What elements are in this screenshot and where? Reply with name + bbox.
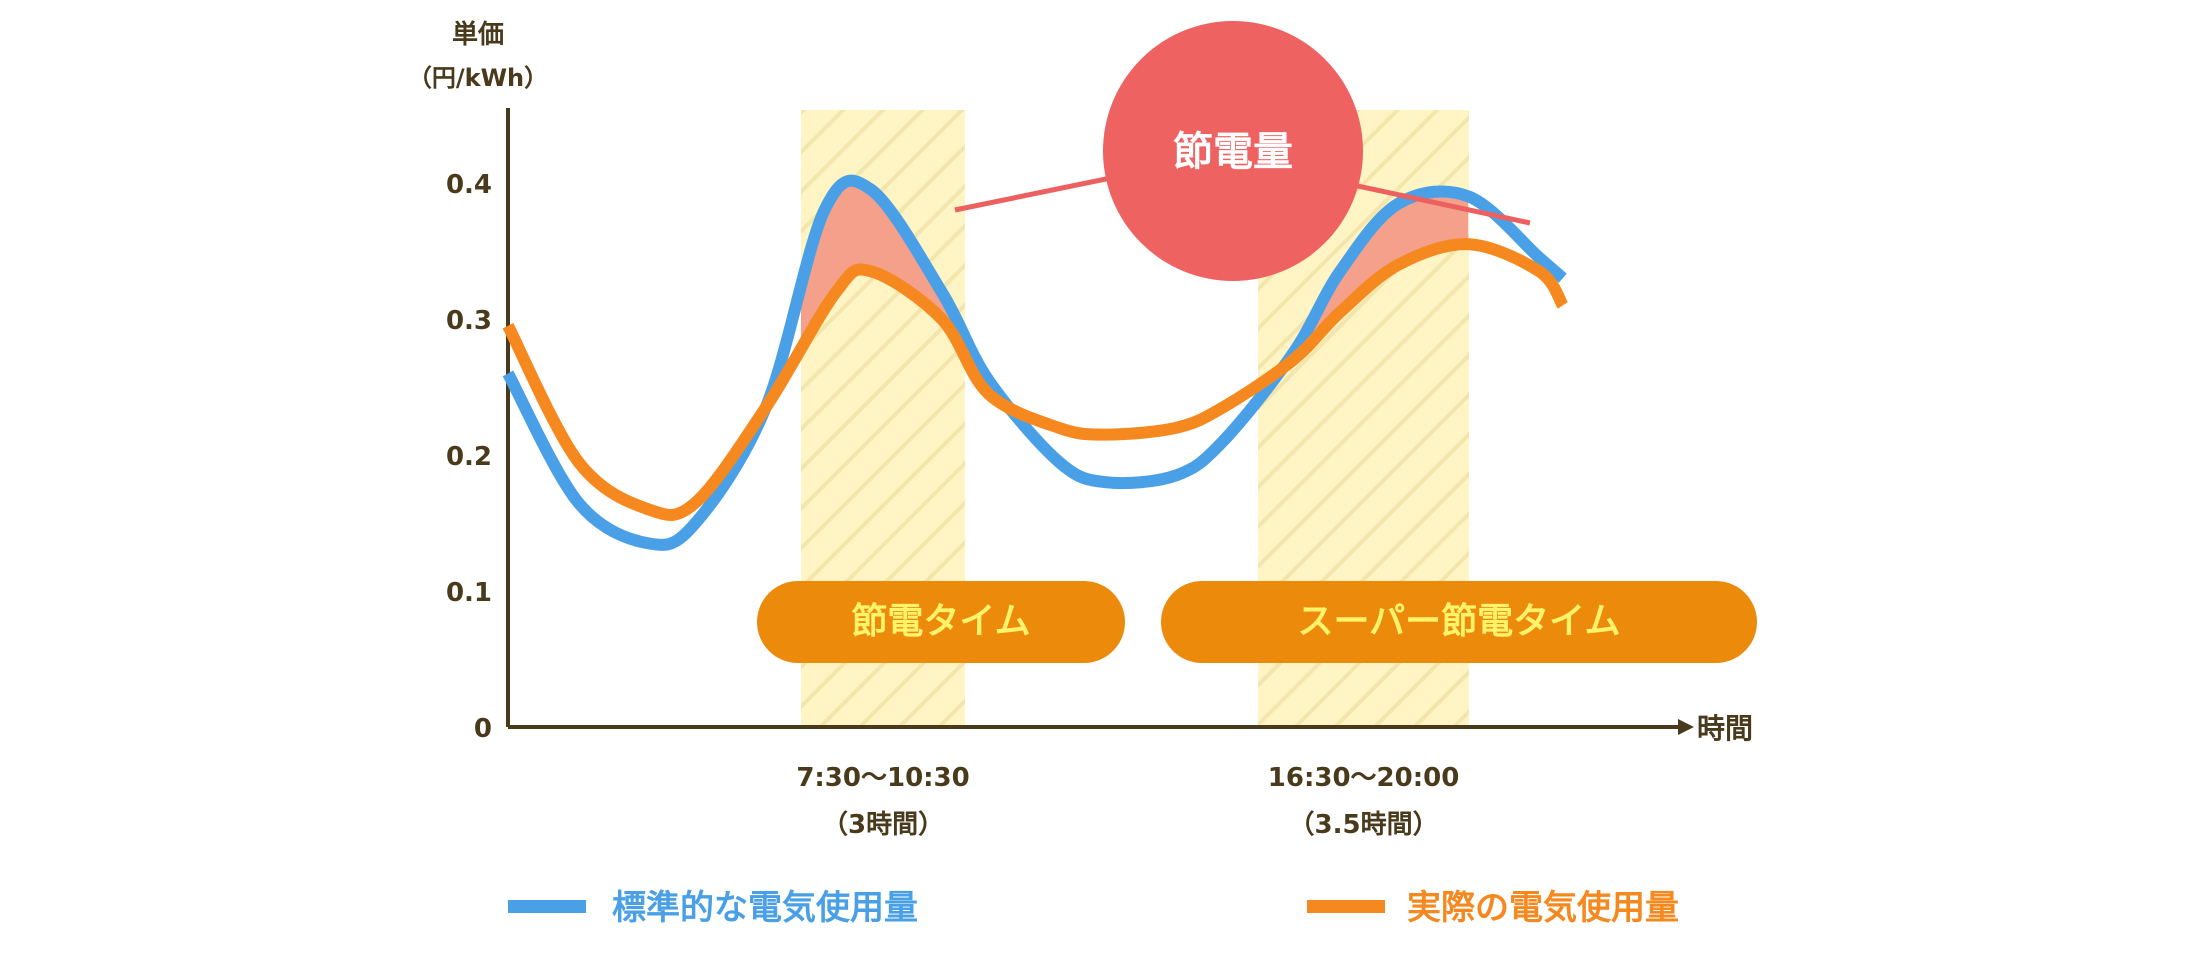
series-lines (502, 174, 1569, 551)
band-label-pill-1 (757, 581, 1125, 663)
y-tick-label: 0.4 (446, 170, 492, 200)
annotation-label: 節電量 (1173, 129, 1293, 175)
legend-label-1: 標準的な電気使用量 (612, 888, 918, 928)
legend-label-2: 実際の電気使用量 (1407, 888, 1679, 928)
x-tick-duration-2: （3.5時間） (1289, 810, 1439, 840)
y-tick-label: 0.3 (446, 306, 492, 336)
annotation-circle (1103, 21, 1363, 281)
x-tick-time-2: 16:30〜20:00 (1268, 763, 1460, 793)
band-label-pill-2 (1161, 581, 1757, 663)
x-axis-label: 時間 (1697, 712, 1753, 745)
band-labels: 節電タイム スーパー節電タイム (757, 581, 1757, 663)
band-label-text-2: スーパー節電タイム (1298, 601, 1621, 642)
y-axis-label-line1: 単価 (452, 20, 504, 50)
legend: 標準的な電気使用量 実際の電気使用量 (508, 888, 1679, 928)
y-axis-label-line2: （円/kWh） (408, 64, 548, 92)
annotation-connector-right (1329, 177, 1531, 226)
x-tick-duration-1: （3時間） (822, 810, 944, 840)
legend-swatch-2 (1307, 900, 1385, 913)
band-label-text-1: 節電タイム (851, 601, 1030, 642)
legend-swatch-1 (508, 900, 586, 913)
y-tick-label: 0.2 (446, 442, 492, 472)
x-axis-arrow (1678, 719, 1694, 735)
axes: 0 0.1 0.2 0.3 0.4 単価 （円/kWh） 時間 7:30〜10:30 （3時間） 1… (408, 20, 1753, 840)
y-tick-label: 0 (474, 714, 492, 744)
annotation: 節電量 (954, 21, 1531, 281)
x-tick-time-1: 7:30〜10:30 (796, 763, 969, 793)
y-tick-label: 0.1 (446, 578, 492, 608)
saving-area-1 (801, 180, 963, 354)
series-line-2 (502, 238, 1569, 521)
